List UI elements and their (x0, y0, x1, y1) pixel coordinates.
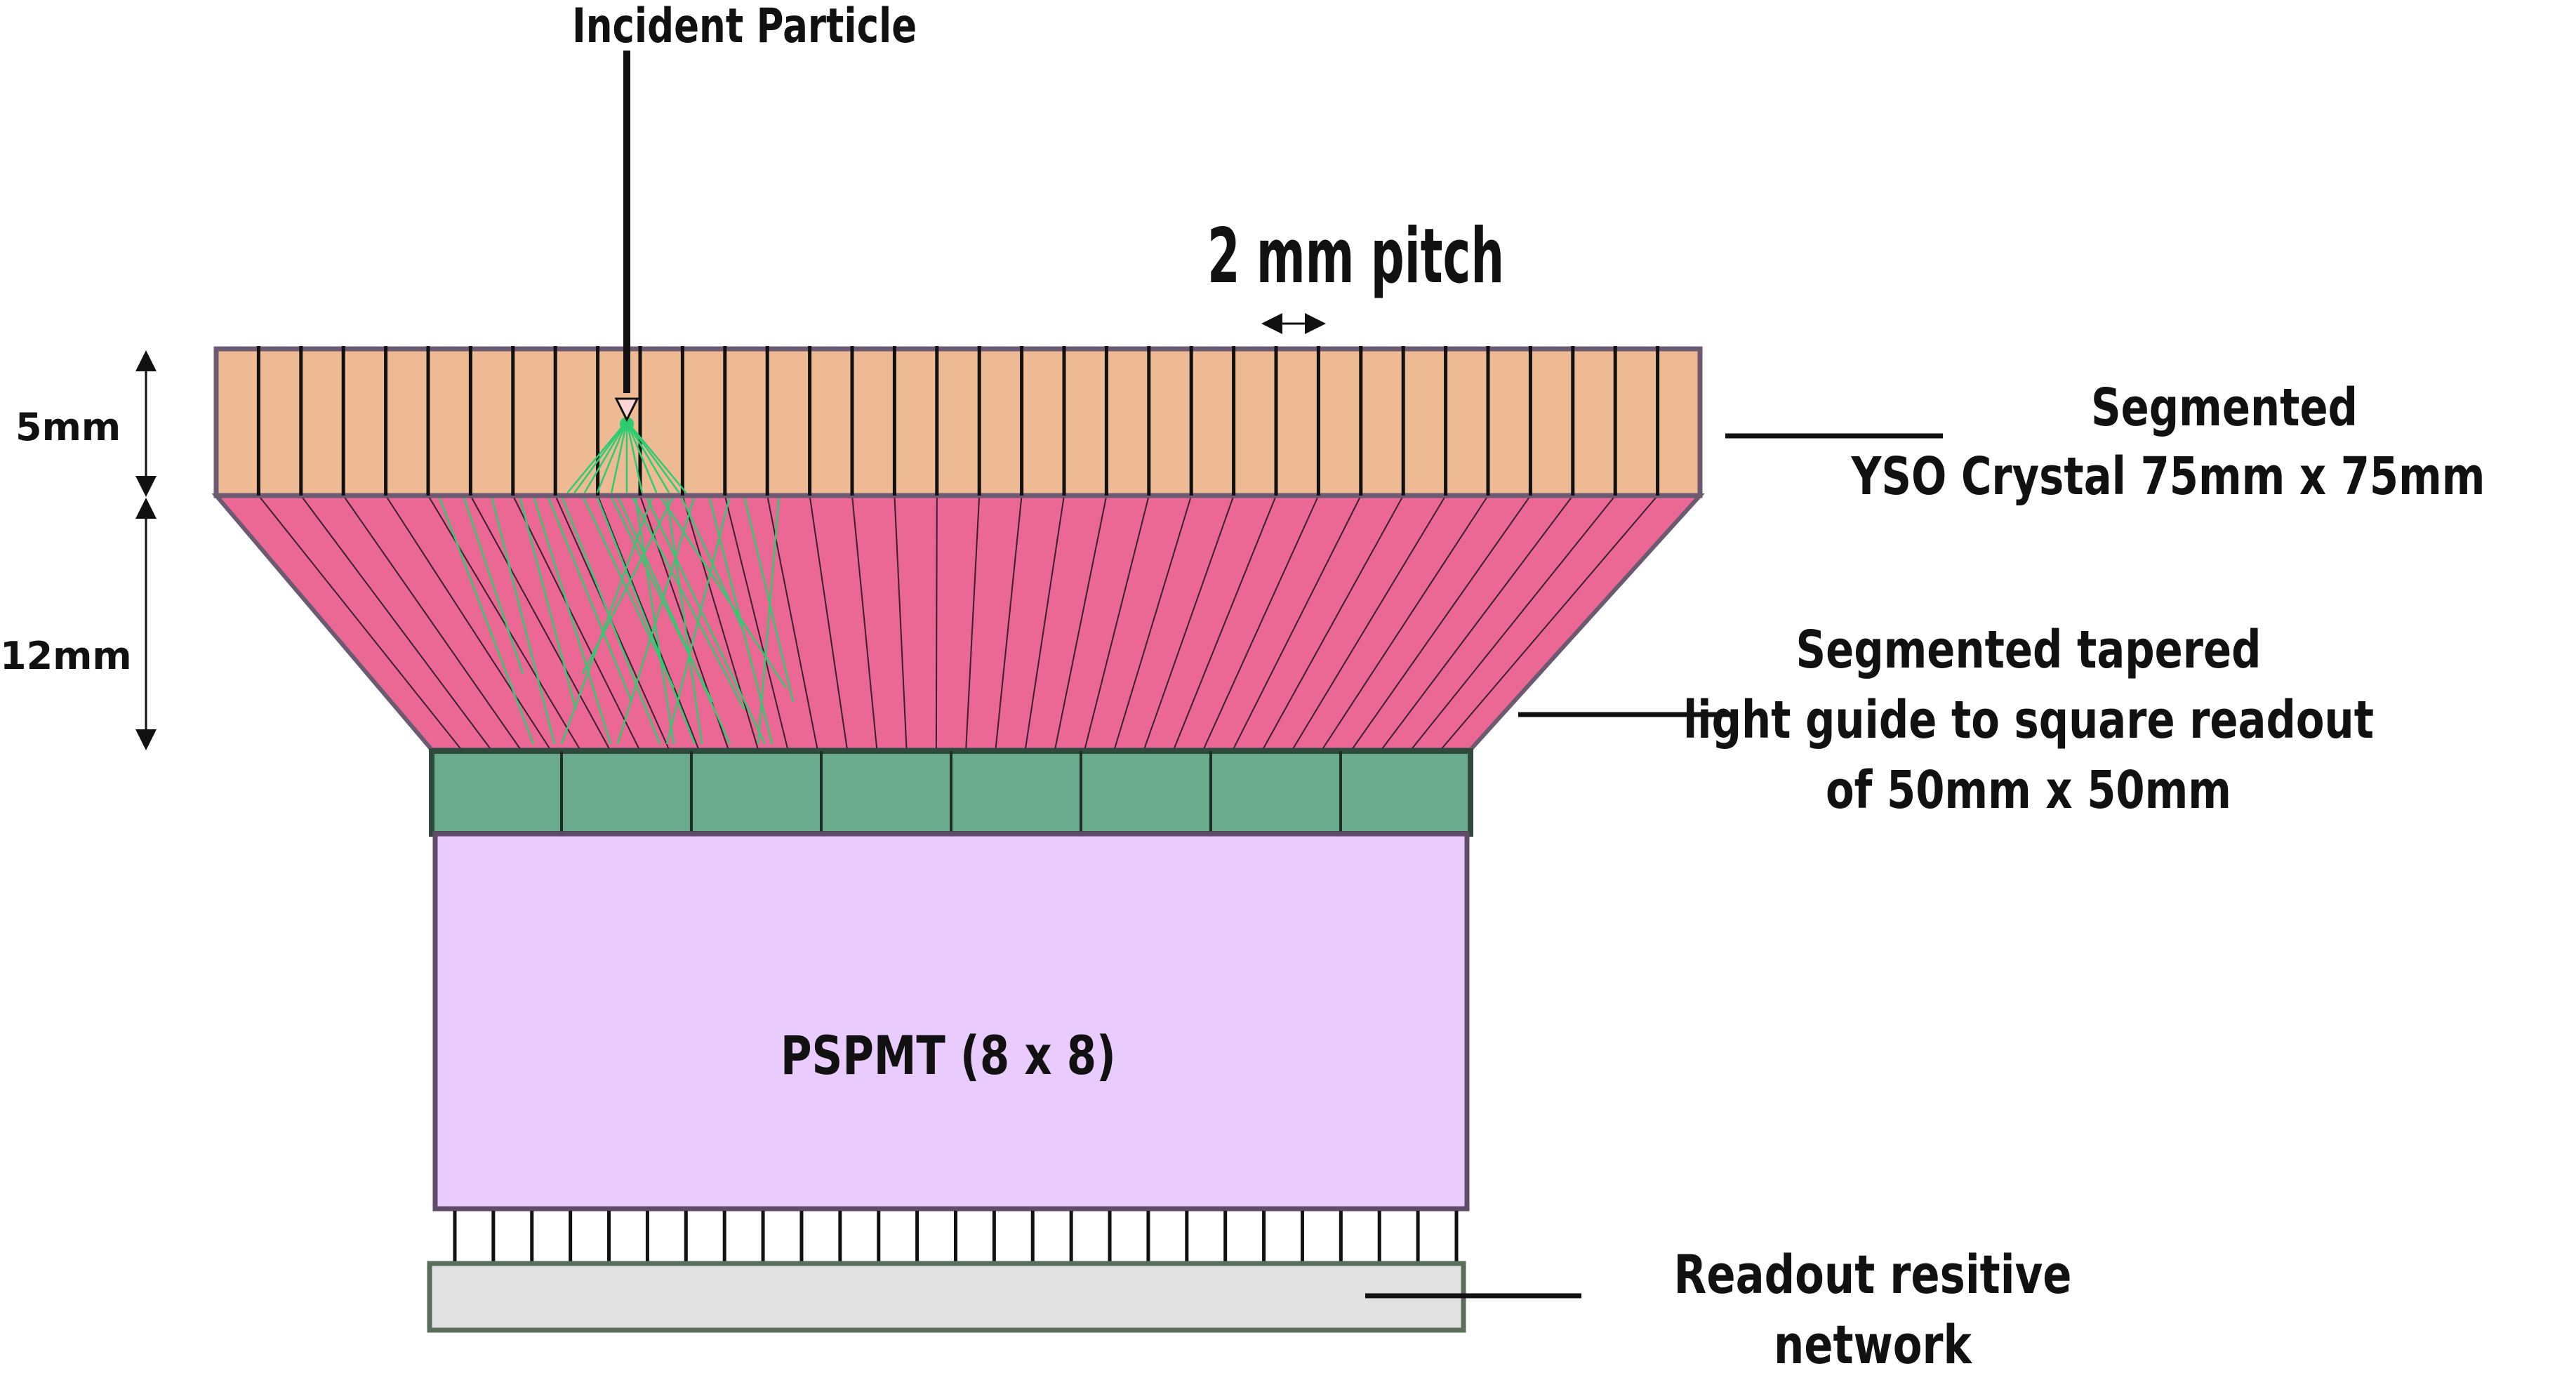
light-guide-segment-line (597, 495, 700, 750)
light-guide-segment-line (935, 495, 938, 750)
crystal-ray (583, 420, 628, 493)
light-guide-segment-line (1262, 495, 1405, 750)
crystal-ray (626, 420, 687, 493)
light-guide-segment-line (1113, 495, 1193, 750)
crystal-label: Segmented YSO Crystal 75mm x 75mm (1852, 373, 2485, 511)
light-guide-segment-line (1351, 495, 1532, 750)
light-guide-segment-line (1381, 495, 1574, 750)
readout-label-line-1: Readout resitive (1673, 1243, 2072, 1306)
light-guide-segment-line (258, 495, 463, 750)
crystal-ray (625, 420, 680, 493)
crystal-ray (625, 420, 670, 493)
detector-schematic (135, 51, 1943, 1333)
light-guide-segment-line (965, 495, 981, 750)
light-guide-label-line-1: Segmented tapered (1795, 620, 2262, 680)
light-guide-segment-line (1084, 495, 1150, 750)
light-guide-label: Segmented tapered light guide to square … (1683, 615, 2374, 825)
connector-pins (453, 1211, 1459, 1263)
light-guide-label-line-3: of 50mm x 50mm (1826, 760, 2231, 821)
light-guide-segment-line (894, 495, 908, 750)
light-guide-segment-line (724, 495, 789, 750)
light-guide-segment-line (1232, 495, 1362, 750)
crystal-body (213, 346, 1703, 498)
light-guide-label-line-2: light guide to square readout (1683, 690, 2374, 750)
annotations (135, 51, 1943, 1299)
light-guide-segment-line (1173, 495, 1277, 750)
light-guide-segment-line (851, 495, 878, 750)
light-guide-segment-line (300, 495, 492, 750)
pspmt-body (432, 831, 1470, 1212)
light-guide-segment-line (1292, 495, 1447, 750)
incident-arrow-head (614, 397, 639, 423)
light-guide-segment-line (1143, 495, 1235, 750)
crystal-label-line-2: YSO Crystal 75mm x 75mm (1851, 446, 2485, 507)
crystal-label-line-1: Segmented (2091, 378, 2358, 438)
dimension-5mm-label: 5mm (15, 405, 121, 449)
readout-network-label: Readout resitive network (1671, 1240, 2075, 1380)
light-guide-segment-line (995, 495, 1023, 750)
light-guide-segment-line (343, 495, 522, 750)
pspmt-label: PSPMT (8 x 8) (781, 1024, 1116, 1087)
light-guide-segment-line (385, 495, 551, 750)
crystal-ray (611, 420, 628, 493)
optical-window (429, 748, 1473, 837)
light-guide-segment-line (1024, 495, 1065, 750)
interaction-point (620, 417, 634, 431)
readout-rect (427, 1261, 1466, 1333)
light-guide-segment-line (1440, 495, 1659, 750)
incident-particle-label: Incident Particle (572, 0, 917, 54)
crystal-ray (573, 420, 628, 493)
light-guide-segment-line (512, 495, 640, 750)
light-guide-segment-line (682, 495, 759, 750)
light-guide-segment-line (1410, 495, 1616, 750)
crystal-ray (625, 420, 643, 493)
light-guide (211, 493, 1705, 752)
readout-board (427, 1261, 1466, 1333)
dimension-12mm-label: 12mm (0, 634, 132, 678)
light-guide-segment-line (1202, 495, 1320, 750)
detector-diagram: Incident Particle 2 mm pitch 5mm 12mm Se… (0, 0, 2485, 1376)
light-guide-segment-line (809, 495, 848, 750)
readout-label-line-2: network (1774, 1313, 1972, 1376)
light-guide-segment-line (1054, 495, 1108, 750)
crystal-ray (566, 420, 628, 493)
crystal-ray (625, 420, 658, 493)
crystal-ray (596, 420, 628, 493)
yso-crystal (213, 346, 1703, 498)
pitch-label: 2 mm pitch (1207, 213, 1505, 300)
light-guide-segment-line (427, 495, 581, 750)
light-guide-segment-line (1321, 495, 1489, 750)
pspmt-rect (432, 831, 1470, 1212)
light-guide-segment-line (470, 495, 611, 750)
